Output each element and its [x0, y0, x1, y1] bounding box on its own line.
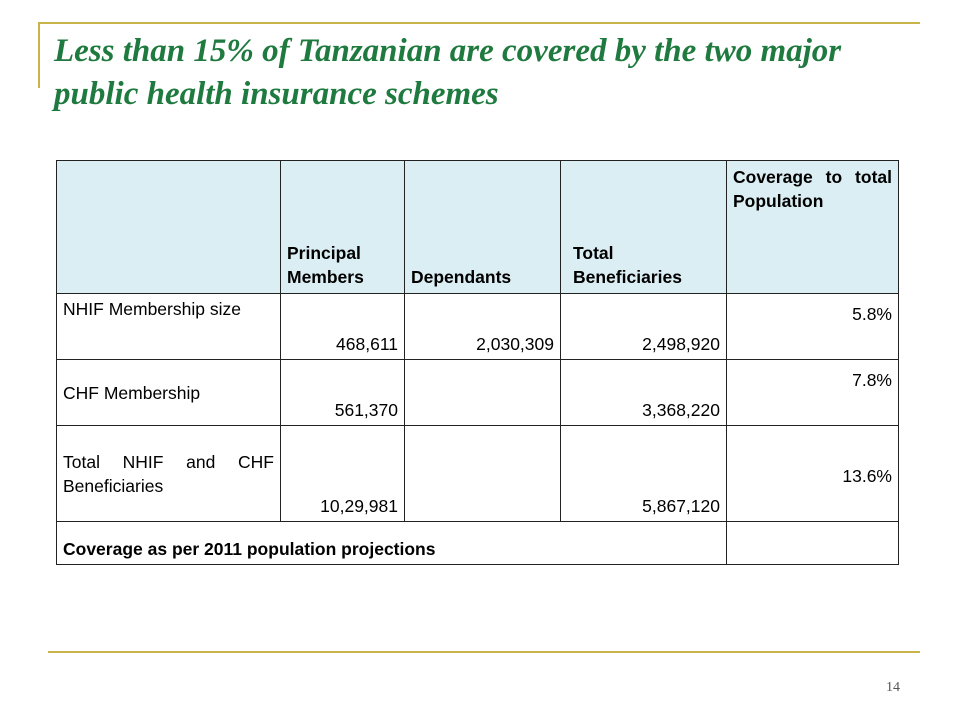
table-footer-row: Coverage as per 2011 population projecti… [56, 521, 899, 565]
slide-title: Less than 15% of Tanzanian are covered b… [54, 33, 842, 112]
page-number: 14 [886, 680, 900, 695]
header-coverage: Coverage to total Population [726, 160, 899, 294]
bottom-rule [48, 651, 920, 653]
coverage-cell: 7.8% [726, 359, 899, 426]
principal-members-cell: 468,611 [280, 293, 405, 360]
row-label: NHIF Membership size [56, 293, 281, 360]
table-row: NHIF Membership size 468,611 2,030,309 2… [56, 293, 899, 360]
total-beneficiaries-cell: 2,498,920 [560, 293, 727, 360]
footer-row-value [726, 521, 899, 565]
total-beneficiaries-cell: 5,867,120 [560, 425, 727, 522]
left-rule [38, 22, 40, 88]
total-beneficiaries-cell: 3,368,220 [560, 359, 727, 426]
footer-row-label: Coverage as per 2011 population projecti… [56, 521, 727, 565]
principal-members-cell: 10,29,981 [280, 425, 405, 522]
coverage-cell: 13.6% [726, 425, 899, 522]
top-rule [38, 22, 920, 24]
table-row: CHF Membership 561,370 3,368,220 7.8% [56, 359, 899, 426]
header-total-beneficiaries: Total Beneficiaries [560, 160, 727, 294]
dependants-cell [404, 425, 561, 522]
dependants-cell: 2,030,309 [404, 293, 561, 360]
table-header-row: Principal Members Dependants Total Benef… [56, 160, 899, 294]
header-cell-blank [56, 160, 281, 294]
row-label: CHF Membership [56, 359, 281, 426]
header-dependants: Dependants [404, 160, 561, 294]
principal-members-cell: 561,370 [280, 359, 405, 426]
table-row: Total NHIF and CHF Beneficiaries 10,29,9… [56, 425, 899, 522]
coverage-table: Principal Members Dependants Total Benef… [56, 160, 899, 565]
row-label: Total NHIF and CHF Beneficiaries [56, 425, 281, 522]
dependants-cell [404, 359, 561, 426]
coverage-cell: 5.8% [726, 293, 899, 360]
header-principal-members: Principal Members [280, 160, 405, 294]
